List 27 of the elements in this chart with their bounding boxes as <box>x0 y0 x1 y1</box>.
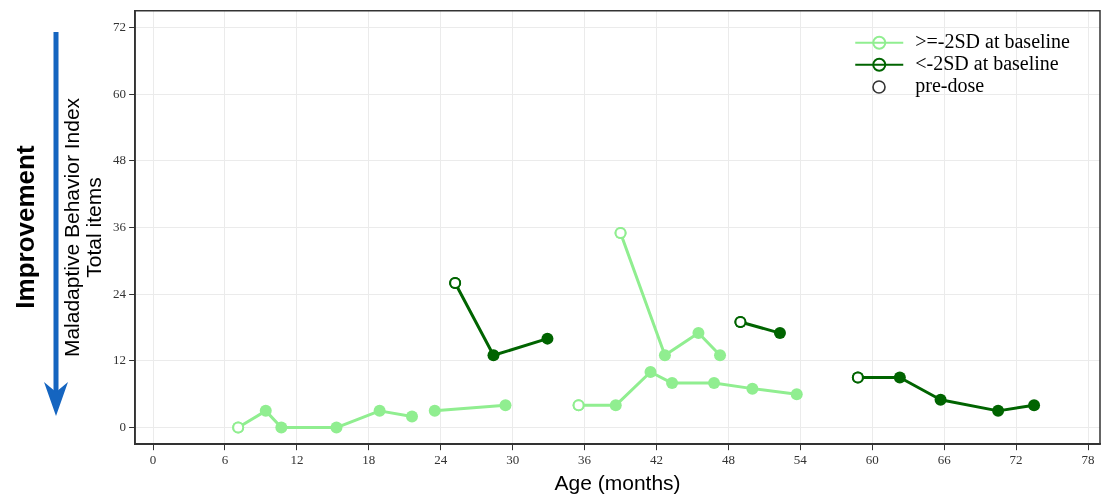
y-tick-label: 60 <box>113 85 127 101</box>
legend-label: <-2SD at baseline <box>915 52 1059 75</box>
x-tick-label: 36 <box>578 452 592 468</box>
x-tick-label: 30 <box>506 452 520 468</box>
x-tick-label: 42 <box>650 452 664 468</box>
x-tick-label: 12 <box>290 452 304 468</box>
y-tick-label: 24 <box>113 285 127 301</box>
x-tick-label: 18 <box>362 452 376 468</box>
x-tick-label: 66 <box>937 452 952 468</box>
x-tick-label: 6 <box>221 452 229 468</box>
y-tick-label: 12 <box>113 352 127 368</box>
y-tick-label: 36 <box>113 218 127 234</box>
text: Improvement <box>9 144 41 311</box>
y-tick-label: 48 <box>113 152 127 168</box>
y-axis-title: Maladaptive Behavior Index Total items <box>59 97 105 358</box>
annotation: pre-dose <box>915 74 985 98</box>
x-tick-label: 24 <box>434 452 448 468</box>
x-tick-label: 0 <box>149 452 157 468</box>
legend-label: >=-2SD at baseline <box>915 30 1071 53</box>
x-tick-label: 60 <box>865 452 879 468</box>
x-tick-label: 72 <box>1009 452 1023 468</box>
y-tick-label: 0 <box>119 418 127 434</box>
x-tick-label: 48 <box>721 452 735 468</box>
y-tick-label: 72 <box>113 18 127 34</box>
x-tick-label: 78 <box>1081 452 1095 468</box>
x-axis-title: Age (months) <box>554 471 681 495</box>
x-tick-label: 54 <box>793 452 808 468</box>
